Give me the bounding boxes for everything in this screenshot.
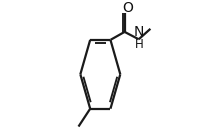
- Text: H: H: [135, 38, 144, 51]
- Text: N: N: [134, 25, 144, 39]
- Text: O: O: [122, 1, 133, 15]
